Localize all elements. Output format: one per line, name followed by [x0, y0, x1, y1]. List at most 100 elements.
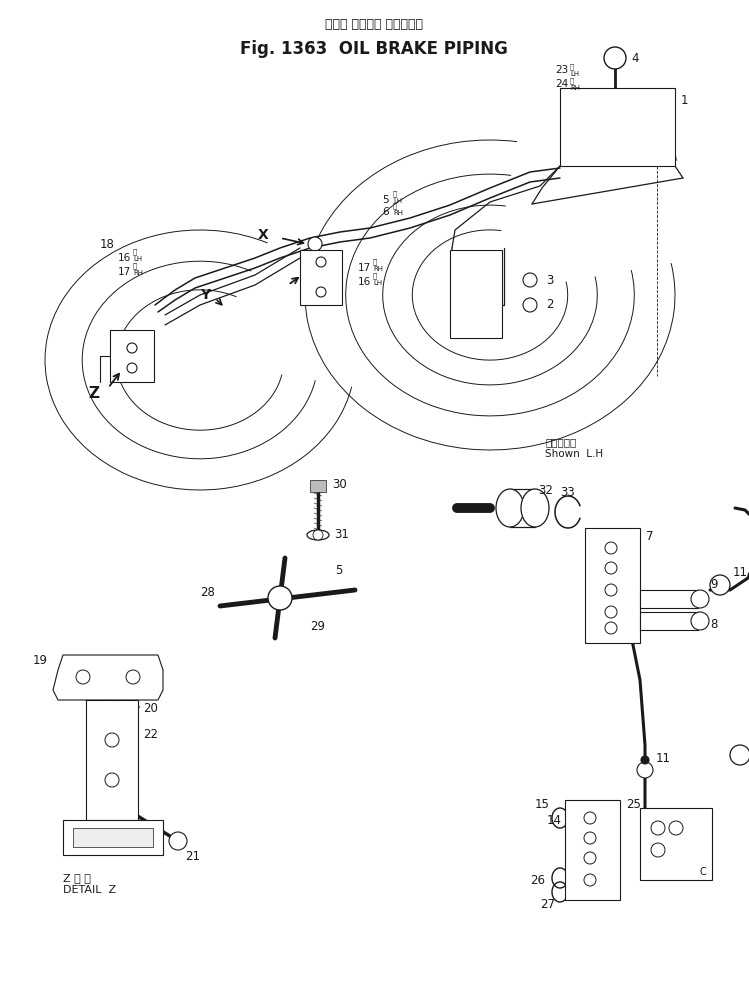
- Circle shape: [691, 590, 709, 608]
- Circle shape: [605, 606, 617, 618]
- Circle shape: [584, 832, 596, 844]
- Bar: [110, 330, 154, 382]
- Circle shape: [730, 745, 749, 765]
- Circle shape: [105, 773, 119, 787]
- Text: 左
LH: 左 LH: [393, 190, 402, 204]
- Bar: [73, 828, 153, 847]
- Text: 24: 24: [555, 79, 568, 89]
- Text: 18: 18: [100, 239, 115, 251]
- Text: 16: 16: [118, 253, 131, 263]
- Bar: [585, 528, 640, 643]
- Text: 左
LH: 左 LH: [570, 63, 579, 77]
- Text: 7: 7: [646, 529, 653, 542]
- Text: 11: 11: [656, 751, 671, 764]
- Circle shape: [313, 530, 323, 540]
- Circle shape: [105, 733, 119, 747]
- Text: Z 詳 細
DETAIL  Z: Z 詳 細 DETAIL Z: [63, 873, 116, 894]
- Text: 6: 6: [382, 207, 389, 217]
- Circle shape: [268, 586, 292, 610]
- Circle shape: [523, 273, 537, 287]
- Text: Fig. 1363  OIL BRAKE PIPING: Fig. 1363 OIL BRAKE PIPING: [240, 40, 508, 58]
- Circle shape: [308, 237, 322, 251]
- Text: 16: 16: [358, 277, 372, 287]
- Ellipse shape: [496, 489, 524, 527]
- Text: 19: 19: [33, 654, 48, 667]
- Text: 17: 17: [358, 263, 372, 273]
- Circle shape: [316, 257, 326, 267]
- Text: Y: Y: [200, 288, 210, 302]
- Text: 4: 4: [631, 51, 638, 64]
- Circle shape: [126, 670, 140, 684]
- Text: 31: 31: [334, 528, 349, 541]
- Bar: [560, 88, 675, 166]
- Text: 29: 29: [310, 619, 325, 632]
- Text: X: X: [258, 228, 269, 242]
- Circle shape: [605, 542, 617, 554]
- Text: 2: 2: [546, 299, 554, 312]
- Text: 22: 22: [143, 729, 158, 741]
- Bar: [63, 820, 163, 855]
- Text: 23: 23: [555, 65, 568, 75]
- Circle shape: [605, 562, 617, 574]
- Bar: [300, 250, 342, 305]
- Text: 右
RH: 右 RH: [393, 202, 403, 216]
- Circle shape: [651, 843, 665, 857]
- Text: 5: 5: [335, 564, 342, 577]
- Bar: [310, 480, 326, 492]
- Text: 21: 21: [185, 850, 200, 863]
- Text: オイル ブレーキ パイピング: オイル ブレーキ パイピング: [325, 18, 423, 31]
- Text: C: C: [700, 867, 707, 877]
- Circle shape: [641, 756, 649, 764]
- Text: 5: 5: [382, 195, 389, 205]
- Text: Z: Z: [88, 386, 99, 400]
- Text: 右
RH: 右 RH: [133, 262, 143, 276]
- Circle shape: [127, 363, 137, 373]
- Text: 9: 9: [710, 579, 718, 592]
- Text: 17: 17: [118, 267, 131, 277]
- Text: 25: 25: [626, 799, 641, 811]
- Bar: [450, 250, 502, 338]
- Circle shape: [605, 584, 617, 596]
- Text: 14: 14: [547, 813, 562, 826]
- Circle shape: [604, 47, 626, 69]
- Text: 26: 26: [530, 874, 545, 886]
- Text: 右
RH: 右 RH: [570, 77, 580, 91]
- Text: 左
LH: 左 LH: [373, 272, 382, 286]
- Circle shape: [605, 622, 617, 634]
- Bar: [640, 590, 698, 608]
- Circle shape: [584, 812, 596, 824]
- Text: 15: 15: [535, 799, 550, 811]
- Circle shape: [710, 575, 730, 595]
- Bar: [86, 700, 138, 820]
- Text: 27: 27: [540, 898, 555, 911]
- Text: 33: 33: [560, 485, 574, 499]
- Circle shape: [651, 821, 665, 835]
- Text: 8: 8: [710, 618, 718, 631]
- Text: 30: 30: [332, 477, 347, 490]
- Circle shape: [127, 343, 137, 353]
- Circle shape: [637, 762, 653, 778]
- Text: 11: 11: [733, 566, 748, 579]
- Bar: [640, 612, 698, 630]
- Circle shape: [669, 821, 683, 835]
- Circle shape: [316, 287, 326, 297]
- Circle shape: [584, 874, 596, 886]
- Text: 3: 3: [546, 273, 554, 287]
- Text: 右
RH: 右 RH: [373, 258, 383, 272]
- Ellipse shape: [521, 489, 549, 527]
- Bar: [640, 808, 712, 880]
- Text: 左
LH: 左 LH: [133, 248, 142, 262]
- Circle shape: [523, 298, 537, 312]
- Text: 20: 20: [143, 701, 158, 715]
- Text: 左側を示す
Shown  L.H: 左側を示す Shown L.H: [545, 437, 603, 458]
- Circle shape: [584, 852, 596, 864]
- Circle shape: [169, 832, 187, 850]
- Polygon shape: [53, 655, 163, 700]
- Bar: [565, 800, 620, 900]
- Text: 1: 1: [681, 94, 688, 106]
- Text: 32: 32: [538, 483, 553, 497]
- Text: 28: 28: [200, 587, 215, 599]
- Circle shape: [691, 612, 709, 630]
- Ellipse shape: [307, 530, 329, 540]
- Circle shape: [76, 670, 90, 684]
